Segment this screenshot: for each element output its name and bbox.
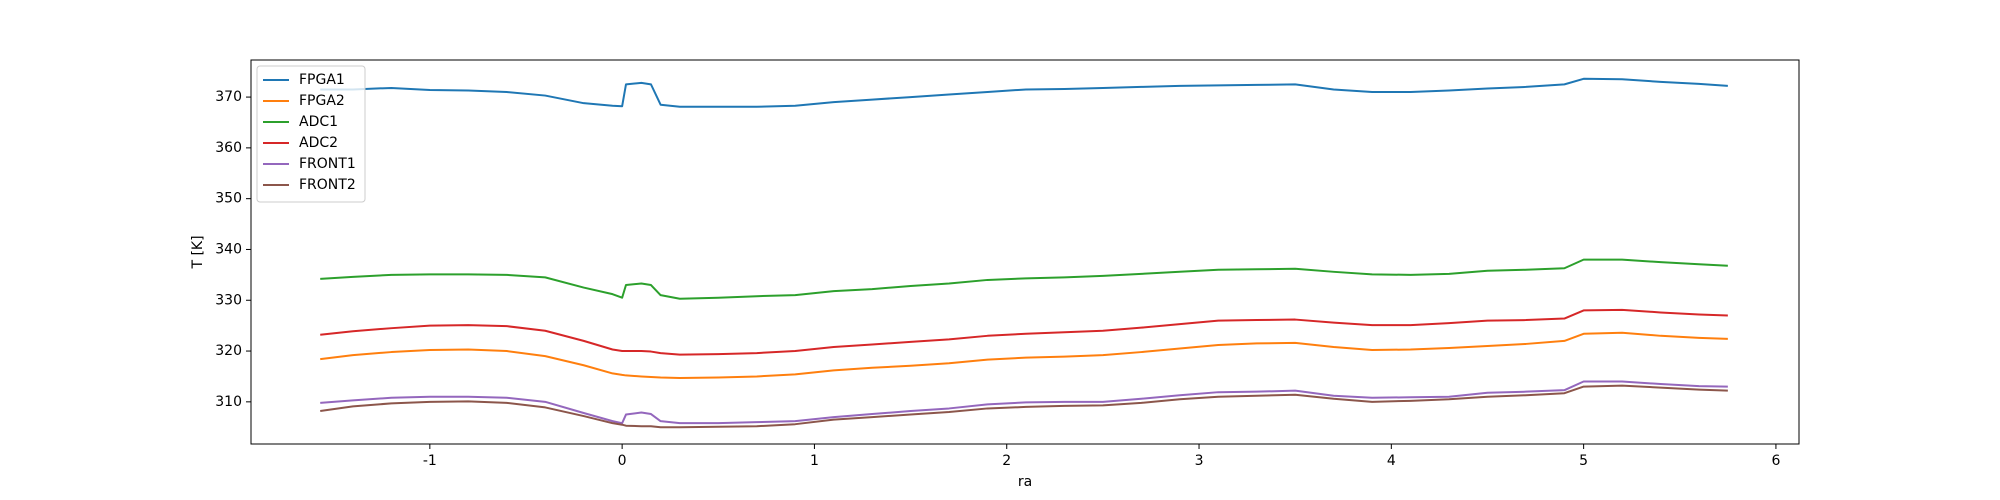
x-axis-label: ra <box>1018 474 1032 490</box>
x-tick-label: 2 <box>1002 453 1011 469</box>
series-line <box>320 258 1728 300</box>
series-line <box>320 331 1728 379</box>
legend-label: FPGA2 <box>299 93 345 109</box>
x-tick-label: 1 <box>810 453 819 469</box>
x-tick-label: 0 <box>618 453 627 469</box>
axes-frame <box>250 59 1800 445</box>
series-line <box>320 380 1728 425</box>
x-tick-label: 5 <box>1579 453 1588 469</box>
y-tick-label: 320 <box>215 343 242 359</box>
legend-label: ADC1 <box>299 114 338 130</box>
y-tick-label: 340 <box>215 241 242 257</box>
legend: FPGA1 FPGA2 ADC1 ADC2 FRONT1 FRONT2 <box>256 65 366 203</box>
legend-label: FRONT2 <box>299 177 356 193</box>
x-tick-label: 4 <box>1387 453 1396 469</box>
series-line <box>320 308 1728 356</box>
y-tick-label: 350 <box>215 191 242 207</box>
legend-label: FRONT1 <box>299 156 356 172</box>
series-line <box>320 77 1728 108</box>
y-tick-label: 370 <box>215 89 242 105</box>
y-axis-label: T [K] <box>190 235 206 269</box>
y-tick-label: 360 <box>215 140 242 156</box>
x-tick-label: 3 <box>1195 453 1204 469</box>
y-tick-label: 330 <box>215 292 242 308</box>
legend-label: FPGA1 <box>299 72 345 88</box>
x-tick-label: 6 <box>1771 453 1780 469</box>
x-tick-label: -1 <box>423 453 437 469</box>
legend-label: ADC2 <box>299 135 338 151</box>
series-line <box>320 384 1728 429</box>
y-tick-label: 310 <box>215 394 242 410</box>
